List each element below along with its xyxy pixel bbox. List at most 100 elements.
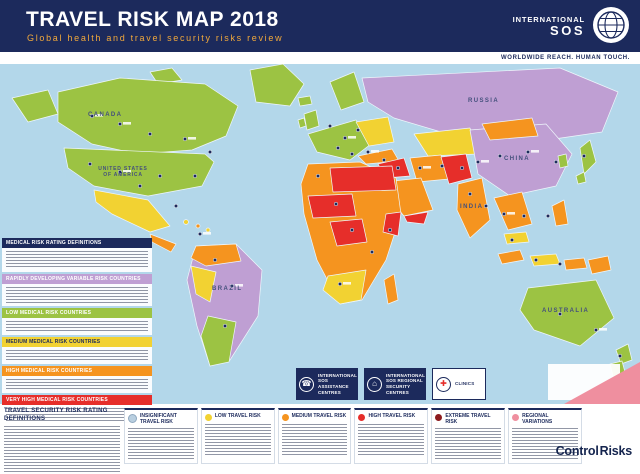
regional-security-centres-box: ⌂ INTERNATIONAL SOS REGIONAL SECURITY CE… xyxy=(364,368,426,400)
header: TRAVEL RISK MAP 2018 Global health and t… xyxy=(0,0,640,52)
region-western-europe xyxy=(307,119,372,161)
region-kazakhstan xyxy=(413,127,479,157)
box-body-text xyxy=(512,428,578,460)
region-alaska xyxy=(11,89,59,123)
region-mongolia xyxy=(481,117,539,141)
security-definitions-text xyxy=(4,426,120,472)
partner-word1: Control xyxy=(555,444,599,458)
region-china xyxy=(469,123,573,197)
legend-header: VERY HIGH MEDICAL RISK COUNTRIES xyxy=(2,395,152,405)
box-label: MEDIUM TRAVEL RISK xyxy=(291,413,347,419)
logo-line1: INTERNATIONAL xyxy=(512,15,585,25)
world-map: CANADA UNITED STATES OF AMERICA BRAZIL R… xyxy=(0,64,640,424)
legend-item-low-medical: LOW MEDICAL RISK COUNTRIES xyxy=(2,308,152,335)
box-medium-risk: MEDIUM TRAVEL RISK xyxy=(277,408,352,464)
building-icon: ⌂ xyxy=(367,376,382,392)
partner-word2: Risks xyxy=(599,444,633,458)
regional-variations-icon xyxy=(512,414,520,421)
region-uk xyxy=(303,109,320,131)
legend-header: HIGH MEDICAL RISK COUNTRIES xyxy=(2,366,152,376)
legend-header: MEDICAL RISK RATING DEFINITIONS xyxy=(2,238,152,248)
tagline: WORLDWIDE REACH. HUMAN TOUCH. xyxy=(0,52,640,64)
clinics-box: ✚ CLINICS xyxy=(432,368,486,400)
region-argentina-chile xyxy=(200,315,237,367)
legend-header: MEDIUM MEDICAL RISK COUNTRIES xyxy=(2,337,152,347)
logo-line2: SOS xyxy=(550,23,585,39)
assistance-centres-box: ☎ INTERNATIONAL SOS ASSISTANCE CENTRES xyxy=(296,368,358,400)
region-venezuela-colombia xyxy=(190,243,242,267)
assistance-centres-label: INTERNATIONAL SOS ASSISTANCE CENTRES xyxy=(318,372,357,395)
region-eastern-europe xyxy=(355,116,395,147)
high-risk-icon xyxy=(358,414,366,421)
region-scandinavia xyxy=(329,71,365,111)
box-low-risk: LOW TRAVEL RISK xyxy=(200,408,275,464)
box-label: HIGH TRAVEL RISK xyxy=(368,413,416,419)
country-label-usa: UNITED STATES OF AMERICA xyxy=(98,166,148,179)
region-malaysia xyxy=(503,231,530,245)
region-afghanistan-pakistan xyxy=(440,153,473,185)
region-ireland xyxy=(297,117,307,129)
region-arctic-islands xyxy=(149,67,183,85)
region-indonesia xyxy=(563,257,588,271)
region-mexico xyxy=(93,189,171,233)
region-peru-bolivia xyxy=(190,265,217,303)
logo-text: INTERNATIONAL SOS xyxy=(512,15,585,39)
region-north-africa xyxy=(329,165,397,193)
region-caribbean xyxy=(183,219,189,225)
box-body-text xyxy=(358,424,425,456)
region-usa xyxy=(63,147,215,197)
legend-body-text xyxy=(6,379,148,390)
clinics-label: CLINICS xyxy=(455,381,475,387)
region-yemen xyxy=(403,211,429,225)
country-label-russia: RUSSIA xyxy=(468,98,500,104)
low-risk-icon xyxy=(204,414,212,421)
region-philippines xyxy=(551,199,569,227)
legend-item-high-medical: HIGH MEDICAL RISK COUNTRIES xyxy=(2,366,152,393)
box-label: LOW TRAVEL RISK xyxy=(214,413,261,419)
region-papua-new-guinea xyxy=(587,255,612,275)
country-label-india: INDIA xyxy=(460,204,484,210)
marker-name-tags xyxy=(95,114,607,331)
region-korea xyxy=(557,153,569,169)
box-high-risk: HIGH TRAVEL RISK xyxy=(354,408,429,464)
page-title: TRAVEL RISK MAP 2018 xyxy=(26,8,279,31)
country-label-canada: CANADA xyxy=(88,112,123,118)
medical-risk-legend: MEDICAL RISK RATING DEFINITIONS RAPIDLY … xyxy=(2,238,152,426)
legend-body-text xyxy=(6,408,148,421)
box-extreme-risk: EXTREME TRAVEL RISK xyxy=(431,408,506,464)
medium-risk-icon xyxy=(281,414,289,421)
region-australia xyxy=(519,279,615,347)
legend-item-variable-risk: RAPIDLY DEVELOPING VARIABLE RISK COUNTRI… xyxy=(2,274,152,306)
region-southeast-asia xyxy=(493,191,533,231)
country-label-china: CHINA xyxy=(504,156,530,162)
international-sos-logo: INTERNATIONAL SOS xyxy=(513,6,630,49)
globe-icon xyxy=(592,6,630,49)
region-sahel xyxy=(307,193,357,219)
security-risk-boxes: INSIGNIFICANT TRAVEL RISK LOW TRAVEL RIS… xyxy=(124,408,582,464)
legend-body-text xyxy=(6,321,148,332)
box-body-text xyxy=(204,424,271,456)
region-horn-of-africa xyxy=(382,211,402,237)
region-japan xyxy=(575,171,587,185)
box-body-text xyxy=(281,424,348,456)
box-body-text xyxy=(128,428,194,460)
legend-header: RAPIDLY DEVELOPING VARIABLE RISK COUNTRI… xyxy=(2,274,152,284)
legend-item-very-high-medical: VERY HIGH MEDICAL RISK COUNTRIES xyxy=(2,395,152,424)
security-definitions-title: TRAVEL SECURITY RISK RATING DEFINITIONS xyxy=(4,408,108,422)
box-label: INSIGNIFICANT TRAVEL RISK xyxy=(140,413,177,425)
region-southern-africa xyxy=(322,269,367,305)
legend-item-medical-definitions: MEDICAL RISK RATING DEFINITIONS xyxy=(2,238,152,272)
regional-variations-pointer xyxy=(564,362,640,404)
box-regional-variations: REGIONAL VARIATIONS xyxy=(508,408,582,464)
region-caribbean xyxy=(205,227,211,233)
control-risks-logo: ControlRisks xyxy=(555,444,633,458)
region-caribbean xyxy=(195,223,201,229)
region-central-africa xyxy=(329,218,368,247)
legend-body-text xyxy=(6,287,148,303)
box-label: REGIONAL VARIATIONS xyxy=(522,413,553,425)
legend-body-text xyxy=(6,251,148,269)
medical-cross-icon: ✚ xyxy=(436,376,451,392)
country-label-australia: AUSTRALIA xyxy=(542,308,590,314)
extreme-risk-icon xyxy=(435,414,443,421)
